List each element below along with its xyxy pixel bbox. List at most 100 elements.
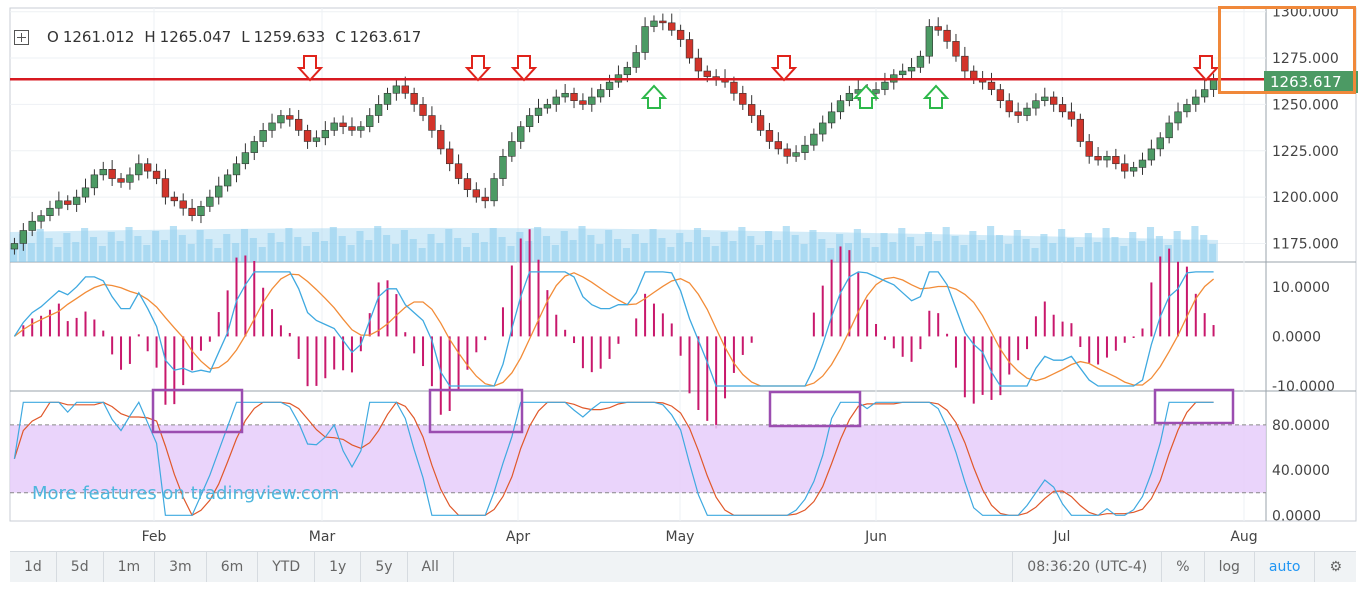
volume-bar xyxy=(907,237,915,262)
tf-ytd[interactable]: YTD xyxy=(258,552,316,582)
volume-bar xyxy=(818,239,826,262)
volume-bar xyxy=(294,237,302,262)
candle-body xyxy=(1103,156,1111,161)
volume-bar xyxy=(427,234,435,262)
percent-toggle[interactable]: % xyxy=(1161,552,1203,582)
volume-bar xyxy=(463,247,471,262)
candle-body xyxy=(179,200,187,209)
candle-body xyxy=(1174,111,1182,124)
volume-bar xyxy=(889,242,897,262)
volume-bar xyxy=(596,244,604,262)
y-tick-label: 10.0000 xyxy=(1272,280,1330,296)
candle-body xyxy=(827,111,836,124)
volume-bar xyxy=(649,229,657,262)
candle-body xyxy=(241,152,250,165)
candle-body xyxy=(348,126,356,131)
candle-body xyxy=(1156,137,1164,150)
volume-bar xyxy=(1013,230,1021,262)
volume-bar xyxy=(161,240,169,262)
volume-bar xyxy=(622,248,630,262)
candle-body xyxy=(232,163,241,176)
volume-bar xyxy=(329,227,337,262)
candle-body xyxy=(170,196,178,202)
volume-bar xyxy=(391,244,400,262)
x-tick-label: Apr xyxy=(506,529,530,545)
candle-body xyxy=(401,85,409,94)
candle-body xyxy=(206,196,214,207)
tf-1y[interactable]: 1y xyxy=(315,552,362,582)
watermark-text[interactable]: More features on tradingview.com xyxy=(32,483,340,504)
volume-bar xyxy=(720,232,728,262)
volume-bar xyxy=(409,239,417,262)
candle-body xyxy=(925,26,933,57)
volume-bar xyxy=(54,247,62,262)
tf-3m[interactable]: 3m xyxy=(155,552,207,582)
candle-body xyxy=(703,70,711,77)
candle-body xyxy=(312,137,321,142)
candle-body xyxy=(605,81,614,90)
annotations xyxy=(296,55,1220,109)
log-toggle[interactable]: log xyxy=(1203,552,1254,582)
auto-toggle[interactable]: auto xyxy=(1253,552,1315,582)
volume-bar xyxy=(258,247,266,262)
candle-body xyxy=(46,207,54,216)
volume-bar xyxy=(1111,237,1119,262)
candle-body xyxy=(374,104,383,116)
volume-bar xyxy=(1138,241,1146,262)
tf-1d[interactable]: 1d xyxy=(10,552,57,582)
volume-bar xyxy=(693,228,702,262)
volume-bar xyxy=(267,233,275,262)
candle-body xyxy=(499,156,507,179)
volume-bar xyxy=(214,248,222,262)
candle-body xyxy=(1058,104,1067,113)
down-arrow-marker xyxy=(296,55,324,82)
volume-bar xyxy=(951,236,959,262)
candle-body xyxy=(437,130,445,150)
down-arrow-marker xyxy=(1192,55,1220,82)
y-tick-label: 0.0000 xyxy=(1272,329,1321,345)
tf-1m[interactable]: 1m xyxy=(104,552,156,582)
volume-bar xyxy=(18,234,26,262)
volume-bar xyxy=(551,245,559,262)
x-tick-label: Jul xyxy=(1053,529,1071,545)
candle-body xyxy=(463,178,472,190)
volume-bar xyxy=(880,233,888,262)
candle-body xyxy=(597,89,605,98)
gear-icon[interactable]: ⚙ xyxy=(1314,552,1356,582)
candle-body xyxy=(739,92,747,105)
y-tick-label: 80.0000 xyxy=(1272,418,1330,434)
volume-bar xyxy=(89,237,98,262)
volume-bar xyxy=(81,228,89,262)
candle-body xyxy=(685,39,694,59)
tf-5d[interactable]: 5d xyxy=(57,552,104,582)
volume-bar xyxy=(507,246,515,262)
overbought-box xyxy=(1153,388,1235,425)
candle-body xyxy=(676,29,685,40)
candle-body xyxy=(748,104,756,116)
tf-5y[interactable]: 5y xyxy=(361,552,408,582)
candle-body xyxy=(286,115,294,120)
tf-all[interactable]: All xyxy=(408,552,454,582)
tf-6m[interactable]: 6m xyxy=(207,552,259,582)
candle-body xyxy=(321,130,329,139)
volume-bar xyxy=(1075,247,1083,262)
volume-bar xyxy=(436,243,444,262)
candle-body xyxy=(525,115,534,127)
stochastic-k-line xyxy=(13,401,1214,516)
candle-body xyxy=(259,130,267,142)
volume-bar xyxy=(782,226,790,262)
expand-icon[interactable] xyxy=(14,29,29,45)
candle-body xyxy=(188,207,196,216)
candle-body xyxy=(1067,111,1076,120)
close-label: C xyxy=(335,28,346,46)
candle-body xyxy=(117,178,125,183)
volume-bar xyxy=(205,239,213,262)
open-value: 1261.012 xyxy=(62,28,135,46)
x-tick-label: Jun xyxy=(864,529,887,545)
close-value: 1263.617 xyxy=(349,28,422,46)
candle-body xyxy=(588,96,596,105)
down-arrow-marker xyxy=(510,55,538,82)
volume-bar xyxy=(756,245,764,262)
volume-bar xyxy=(978,240,986,262)
